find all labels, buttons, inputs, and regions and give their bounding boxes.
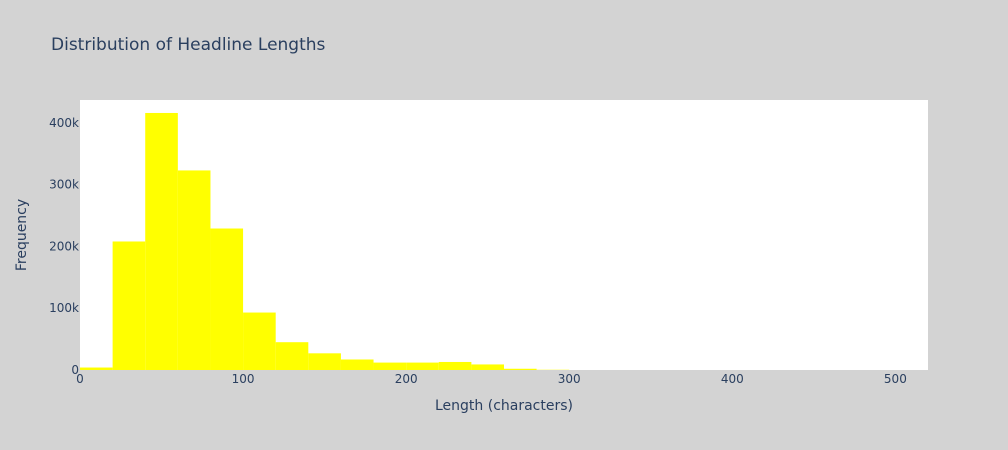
- histogram-bar: [145, 112, 178, 371]
- y-tick-label: 100k: [49, 301, 79, 315]
- histogram-bar: [210, 228, 244, 370]
- x-tick-label: 300: [558, 372, 581, 386]
- chart-title: Distribution of Headline Lengths: [51, 35, 326, 55]
- histogram-bar: [406, 362, 439, 370]
- y-tick-label: 400k: [49, 116, 79, 130]
- y-axis-title: Frequency: [14, 199, 30, 271]
- y-tick-label: 0: [71, 363, 79, 377]
- histogram-bar: [243, 312, 276, 370]
- x-axis-ticks: 0 100 200 300 400 500: [76, 372, 907, 386]
- histogram-bar: [308, 353, 341, 370]
- y-tick-label: 200k: [49, 239, 79, 253]
- histogram-bar: [504, 368, 537, 370]
- histogram-bar: [438, 361, 472, 370]
- x-axis-title: Length (characters): [435, 398, 573, 414]
- x-tick-label: 400: [721, 372, 744, 386]
- x-tick-label: 500: [884, 372, 907, 386]
- x-tick-label: 100: [232, 372, 255, 386]
- histogram-bar: [177, 170, 211, 370]
- histogram-bar: [112, 241, 146, 370]
- y-tick-label: 300k: [49, 178, 79, 192]
- bars-group: [80, 112, 570, 371]
- histogram-bar: [373, 362, 407, 370]
- histogram-bar: [80, 367, 113, 370]
- histogram-bar: [340, 359, 374, 370]
- histogram-bar: [275, 342, 309, 370]
- x-tick-label: 200: [395, 372, 418, 386]
- y-axis-ticks: 0 100k 200k 300k 400k: [49, 116, 79, 377]
- histogram-bar: [471, 364, 504, 370]
- x-tick-label: 0: [76, 372, 84, 386]
